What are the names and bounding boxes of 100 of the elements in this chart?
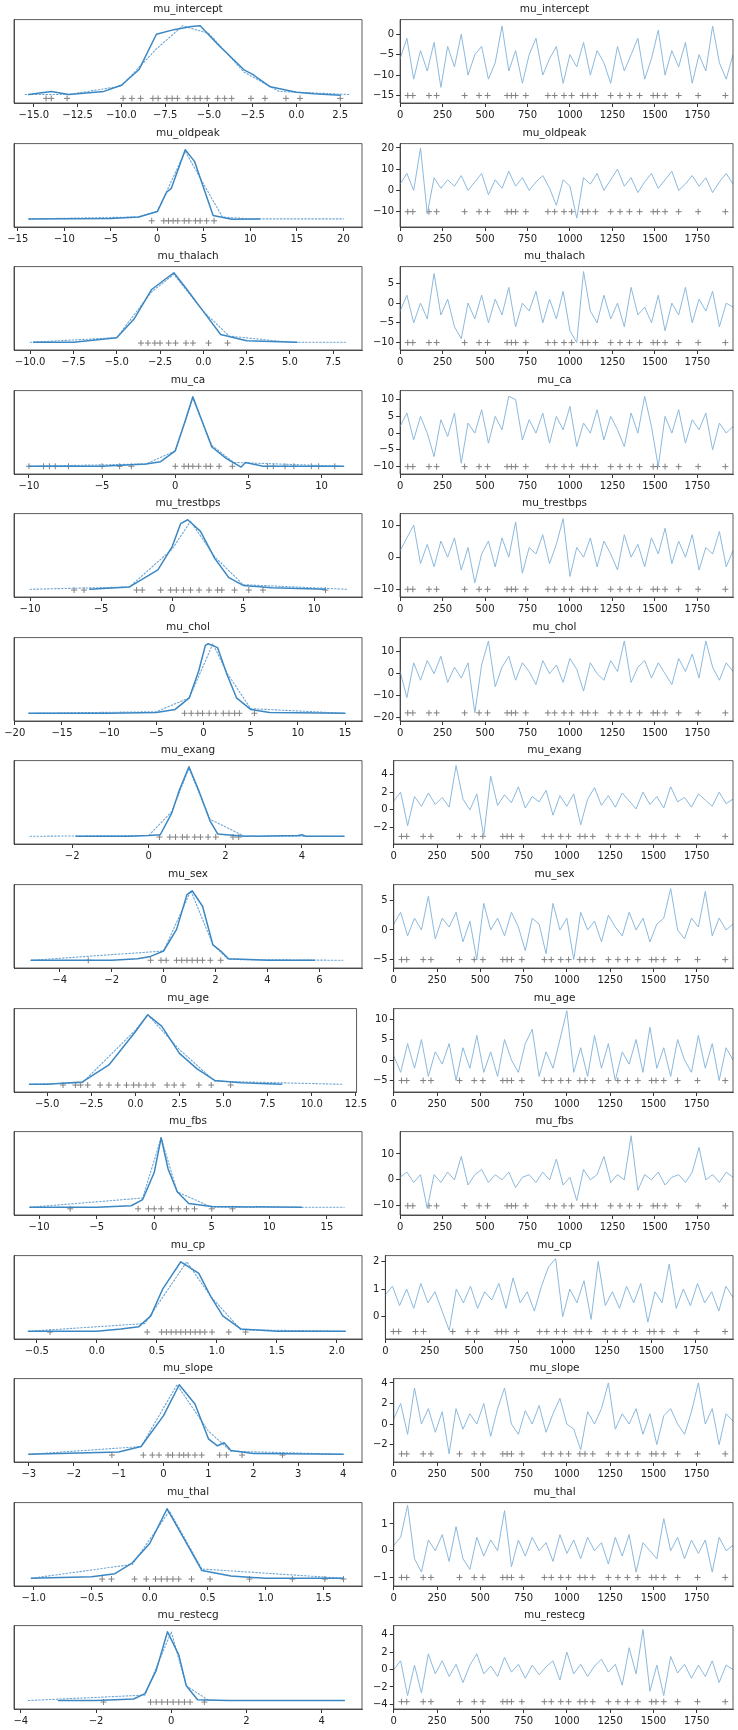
y-tick-label: 0 bbox=[381, 1663, 388, 1675]
x-tick-label: 250 bbox=[433, 355, 453, 367]
x-tick-label: 1000 bbox=[554, 1467, 580, 1479]
y-tick-label: 1 bbox=[372, 1282, 380, 1294]
x-tick-label: −2 bbox=[88, 1715, 104, 1727]
x-tick-label: 750 bbox=[514, 1467, 534, 1479]
x-tick-label: 12.5 bbox=[344, 1097, 367, 1109]
x-tick-label: 500 bbox=[470, 850, 490, 862]
x-tick-label: 750 bbox=[517, 355, 538, 367]
x-tick-label: 2.0 bbox=[328, 1344, 345, 1356]
x-tick-label: 1250 bbox=[599, 602, 626, 614]
x-tick-label: 1750 bbox=[683, 850, 710, 862]
y-tick-label: −10 bbox=[372, 688, 395, 700]
x-tick-label: 1750 bbox=[683, 1591, 710, 1603]
x-tick-label: 10 bbox=[307, 602, 321, 614]
chart-title: mu_exang bbox=[527, 743, 582, 757]
x-tick-label: 250 bbox=[433, 479, 453, 491]
x-tick-label: 1000 bbox=[557, 602, 583, 614]
x-tick-label: −5 bbox=[93, 602, 109, 614]
x-tick-label: −10.0 bbox=[14, 355, 46, 367]
x-tick-label: 1750 bbox=[684, 232, 711, 244]
y-tick-label: 5 bbox=[381, 894, 388, 905]
y-tick-label: 4 bbox=[381, 768, 388, 780]
y-tick-label: −2 bbox=[372, 1680, 388, 1692]
x-tick-label: 1250 bbox=[599, 479, 626, 491]
x-tick-label: 0 bbox=[151, 1220, 158, 1232]
x-tick-label: 0 bbox=[145, 850, 152, 862]
y-tick-label: 0 bbox=[381, 1053, 388, 1065]
x-tick-label: 5 bbox=[208, 1220, 215, 1232]
y-tick-label: 0 bbox=[372, 1309, 380, 1321]
y-tick-label: −10 bbox=[372, 204, 395, 216]
x-tick-label: 1000 bbox=[557, 108, 583, 120]
chart-title: mu_thal bbox=[166, 1484, 210, 1498]
x-tick-label: 1500 bbox=[642, 726, 668, 738]
x-tick-label: 1250 bbox=[597, 1467, 623, 1479]
x-tick-label: −5.0 bbox=[35, 1097, 60, 1109]
chart-title: mu_oldpeak bbox=[156, 125, 221, 139]
y-tick-label: 0 bbox=[387, 426, 395, 438]
chart-title: mu_sex bbox=[167, 867, 209, 881]
x-tick-label: 2 bbox=[212, 973, 219, 985]
x-tick-label: 1000 bbox=[554, 1715, 580, 1727]
x-tick-label: 1000 bbox=[554, 1097, 580, 1109]
x-tick-label: 500 bbox=[475, 108, 495, 120]
y-tick-label: 0 bbox=[387, 183, 395, 195]
x-tick-label: −3 bbox=[21, 1467, 37, 1479]
x-tick-label: 2.5 bbox=[238, 355, 255, 367]
x-tick-label: 0 bbox=[396, 602, 404, 614]
x-tick-label: 1500 bbox=[640, 850, 667, 862]
x-tick-label: −10 bbox=[19, 602, 41, 614]
y-tick-label: −10 bbox=[372, 583, 395, 595]
x-tick-label: −7.5 bbox=[61, 355, 86, 367]
x-tick-label: 500 bbox=[464, 1344, 484, 1356]
x-tick-label: 4 bbox=[264, 973, 271, 985]
x-tick-label: 1500 bbox=[640, 1715, 667, 1727]
x-tick-label: 15 bbox=[338, 726, 352, 738]
x-tick-label: 1250 bbox=[599, 232, 626, 244]
x-tick-label: 2.5 bbox=[171, 1097, 188, 1109]
y-tick-label: 5 bbox=[387, 277, 395, 289]
x-tick-label: −10 bbox=[28, 1220, 50, 1232]
x-tick-label: 1000 bbox=[557, 479, 583, 491]
y-tick-label: −15 bbox=[372, 89, 395, 101]
chart-title: mu_intercept bbox=[519, 2, 590, 16]
chart-title: mu_restecg bbox=[523, 1608, 586, 1622]
chart-title: mu_thalach bbox=[157, 249, 219, 263]
x-tick-label: 1.0 bbox=[208, 1344, 225, 1356]
x-tick-label: 0.0 bbox=[127, 1097, 144, 1109]
x-tick-label: 6 bbox=[316, 973, 323, 985]
x-tick-label: 0 bbox=[168, 1715, 175, 1727]
chart-title: mu_chol bbox=[532, 619, 577, 633]
x-tick-label: 250 bbox=[427, 850, 447, 862]
y-tick-label: 2 bbox=[381, 1397, 388, 1409]
x-tick-label: 3 bbox=[295, 1467, 302, 1479]
y-tick-label: 0 bbox=[387, 551, 395, 563]
x-tick-label: 1500 bbox=[642, 602, 668, 614]
x-tick-label: 1000 bbox=[554, 850, 580, 862]
x-tick-label: 0 bbox=[396, 355, 404, 367]
y-tick-label: 10 bbox=[381, 1147, 395, 1159]
x-tick-label: 0 bbox=[172, 479, 179, 491]
chart-title: mu_restecg bbox=[157, 1608, 219, 1622]
chart-title: mu_age bbox=[533, 990, 576, 1004]
x-tick-label: 1000 bbox=[557, 232, 583, 244]
x-tick-label: −5 bbox=[148, 726, 164, 738]
chart-title: mu_trestbps bbox=[521, 496, 588, 510]
x-tick-label: 750 bbox=[517, 602, 538, 614]
x-tick-label: 250 bbox=[427, 1097, 447, 1109]
x-tick-label: 1750 bbox=[684, 479, 711, 491]
x-tick-label: 1500 bbox=[638, 1344, 665, 1356]
y-tick-label: 10 bbox=[381, 645, 395, 657]
x-tick-label: 0 bbox=[154, 232, 161, 244]
y-tick-label: 2 bbox=[372, 1254, 380, 1266]
x-tick-label: 250 bbox=[433, 726, 453, 738]
y-tick-label: 0 bbox=[381, 923, 388, 935]
x-tick-label: 5 bbox=[239, 602, 247, 614]
x-tick-label: −4 bbox=[13, 1715, 29, 1727]
x-tick-label: 1000 bbox=[554, 1591, 580, 1603]
x-tick-label: −15 bbox=[51, 726, 73, 738]
x-tick-label: 0 bbox=[396, 479, 404, 491]
chart-title: mu_sex bbox=[534, 867, 575, 881]
chart-title: mu_ca bbox=[170, 372, 206, 386]
x-tick-label: −10 bbox=[98, 726, 120, 738]
